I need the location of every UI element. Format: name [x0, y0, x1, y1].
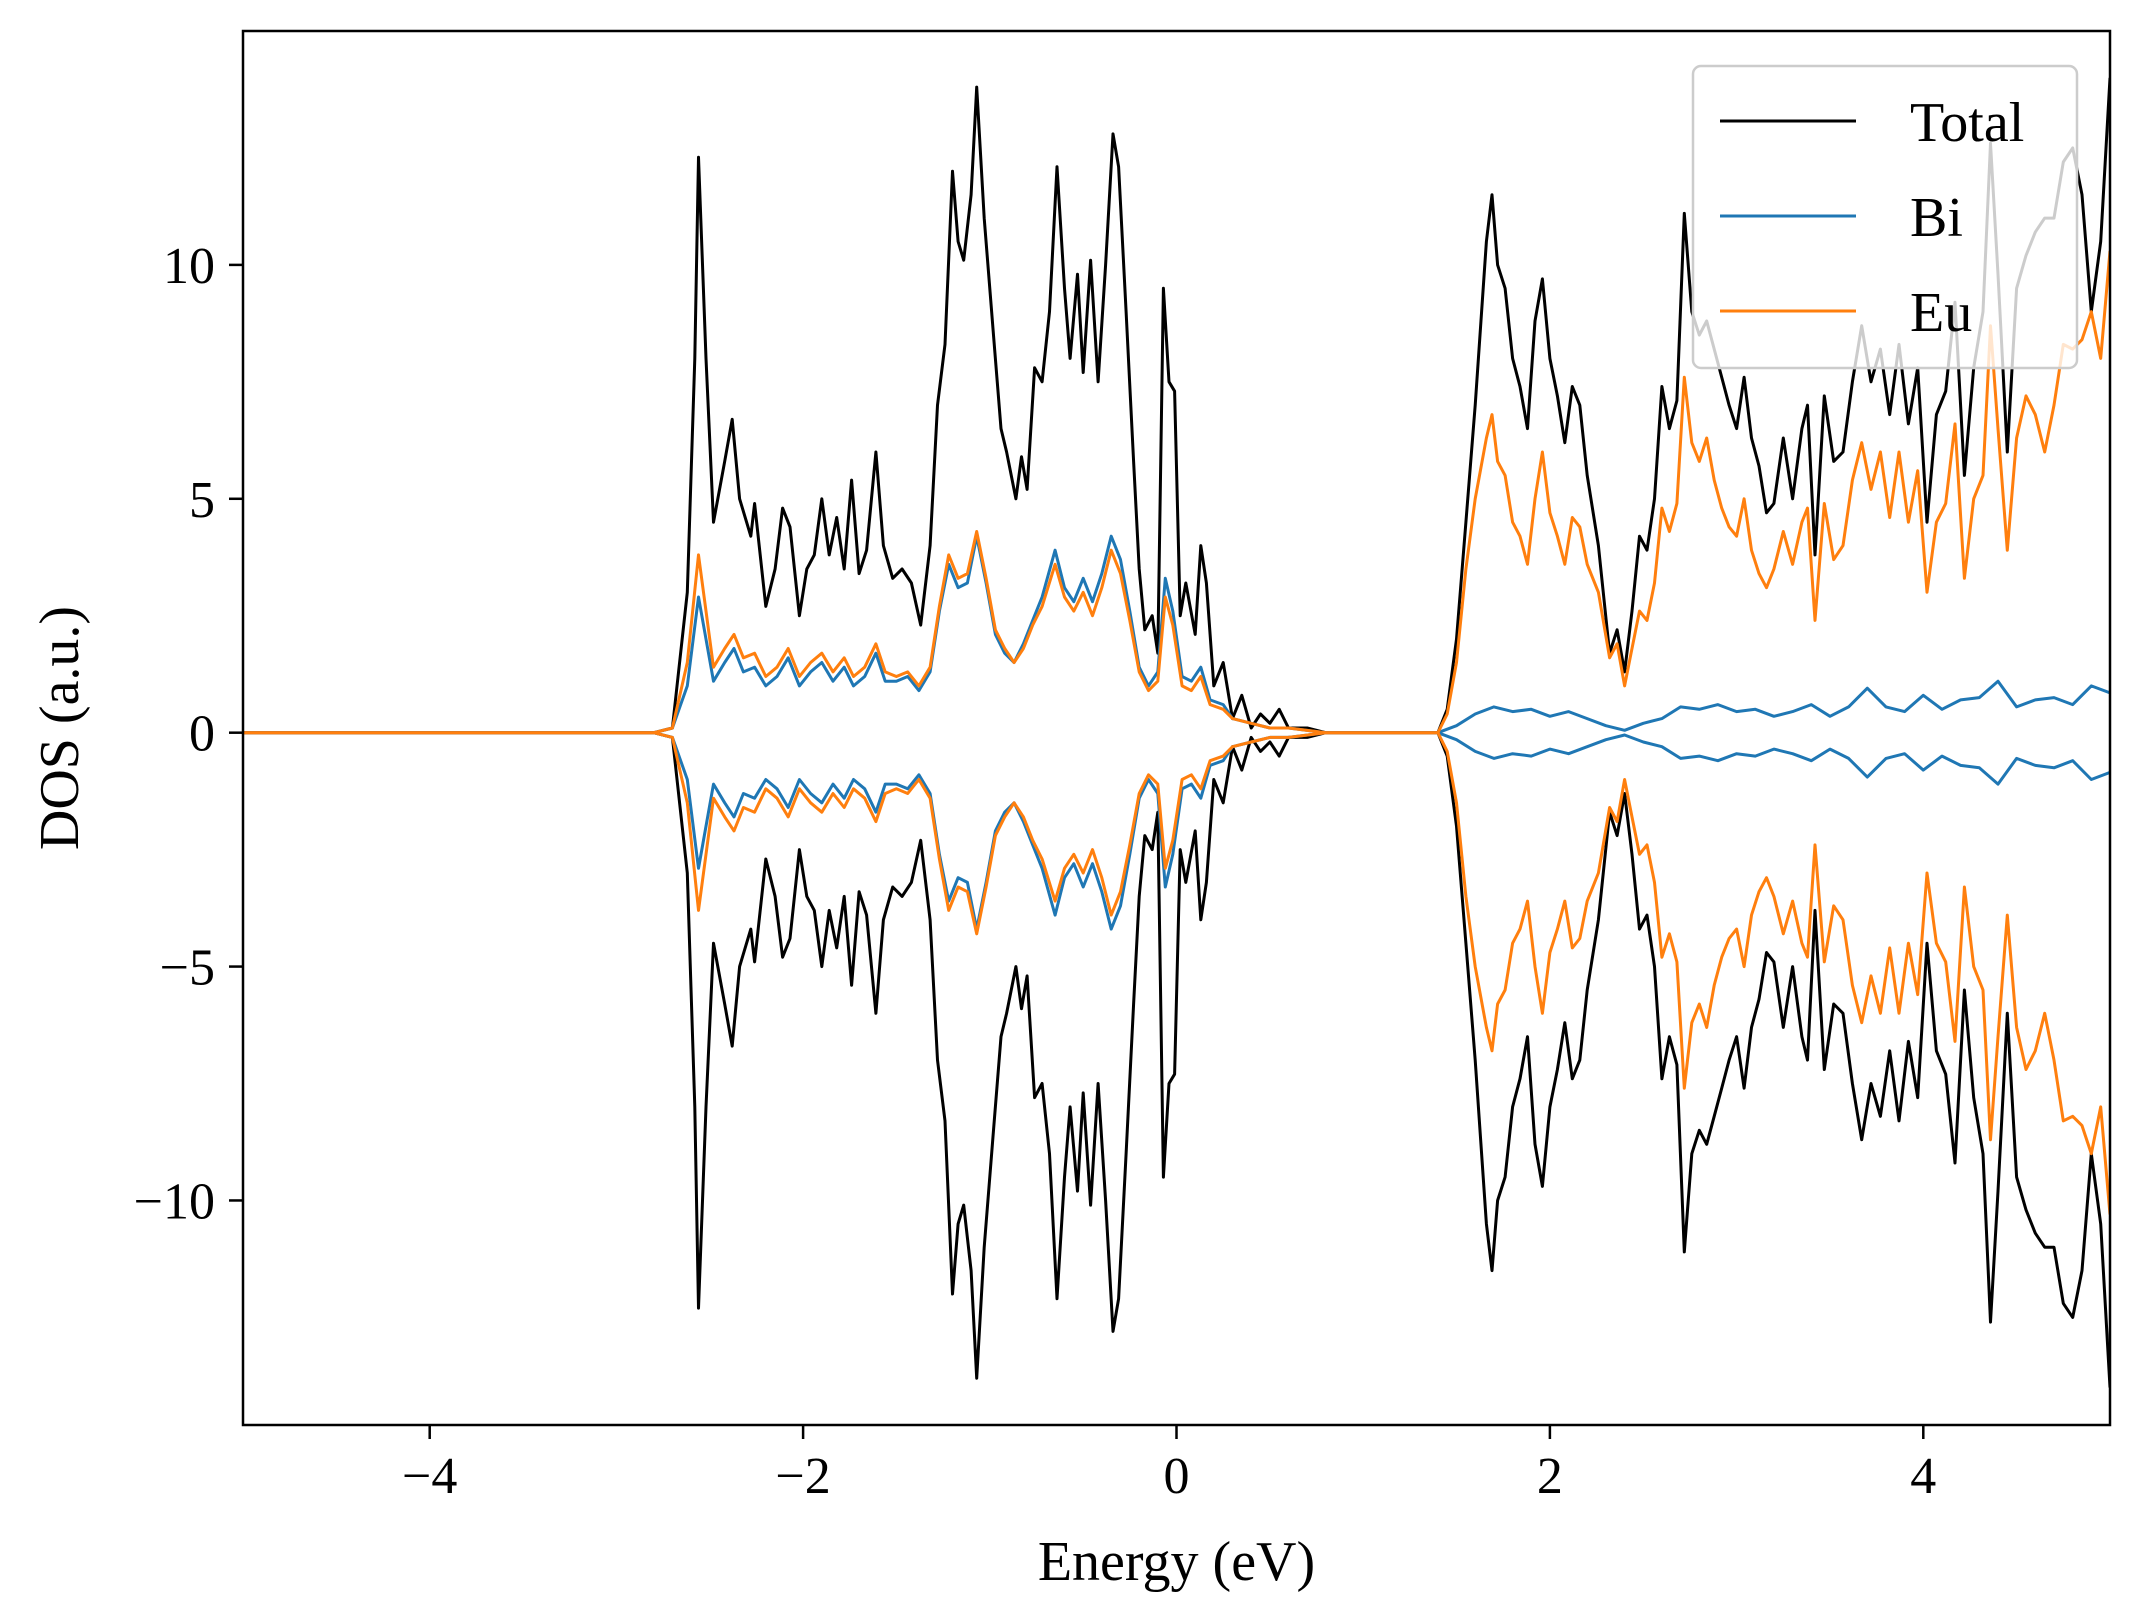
x-axis-label: Energy (eV): [1038, 1531, 1315, 1593]
x-tick-label: −2: [775, 1448, 830, 1505]
y-tick-label: 5: [189, 472, 215, 529]
series-line-bi-spin-down: [243, 731, 2110, 931]
x-tick-label: 0: [1164, 1448, 1190, 1505]
legend-label-bi: Bi: [1910, 187, 1963, 249]
legend-label-eu: Eu: [1910, 282, 1972, 344]
y-axis-label: DOS (a.u.): [29, 606, 91, 850]
y-tick-label: 0: [189, 706, 215, 763]
series-line-eu-spin-down: [243, 731, 2110, 1215]
x-tick-label: 4: [1910, 1448, 1936, 1505]
series-line-bi-spin-up: [243, 534, 2110, 735]
legend-frame: [1691, 64, 2079, 370]
series-line-eu-spin-up: [243, 250, 2110, 735]
legend-label-total: Total: [1910, 92, 2024, 154]
y-tick-label: −10: [134, 1173, 215, 1230]
legend: Total Bi Eu: [1691, 64, 2079, 370]
x-tick-label: −4: [402, 1448, 457, 1505]
x-tick-label: 2: [1537, 1448, 1563, 1505]
y-tick-label: −5: [160, 940, 215, 997]
ticks-layer: −4 −2 0 2 4 −10 −5 0 5 10: [134, 238, 1937, 1505]
y-tick-label: 10: [163, 238, 215, 295]
